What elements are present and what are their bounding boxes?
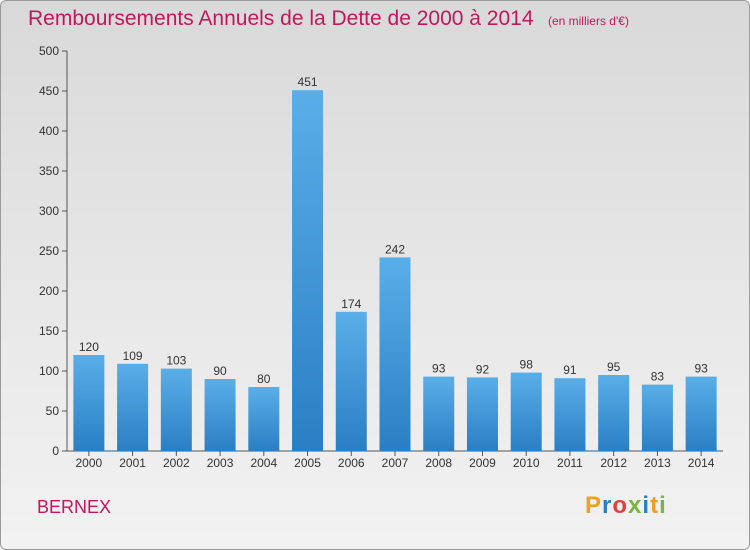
bar-2008: [423, 376, 455, 451]
x-tick-label-2009: 2009: [469, 456, 496, 470]
x-tick-label-2013: 2013: [644, 456, 671, 470]
data-label-2004: 80: [257, 372, 271, 386]
y-tick-label: 50: [46, 404, 60, 418]
chart-title: Remboursements Annuels de la Dette de 20…: [28, 7, 629, 31]
bar-2001: [117, 363, 149, 451]
x-tick-label-2002: 2002: [163, 456, 190, 470]
data-label-2000: 120: [79, 340, 99, 354]
x-tick-label-2003: 2003: [207, 456, 234, 470]
bar-2010: [510, 372, 542, 451]
data-label-2005: 451: [298, 75, 318, 89]
bar-2004: [248, 387, 280, 451]
x-tick-label-2014: 2014: [688, 456, 715, 470]
x-tick-label-2008: 2008: [425, 456, 452, 470]
data-label-2010: 98: [520, 358, 534, 372]
logo-letter: P: [585, 492, 603, 519]
y-tick-label: 100: [39, 364, 59, 378]
city-name: BERNEX: [37, 497, 112, 517]
chart-unit-label: (en milliers d'€): [547, 14, 629, 28]
bar-2012: [598, 375, 630, 451]
x-tick-label-2010: 2010: [513, 456, 540, 470]
y-tick-label: 500: [39, 44, 59, 58]
x-axis: 2000 2001 2002 2003 2004 2005 2006 2007 2008 2009…: [67, 450, 723, 470]
y-tick-label: 200: [39, 284, 59, 298]
y-tick-label: 450: [39, 84, 59, 98]
logo-letter: x: [628, 492, 643, 519]
y-tick-label: 250: [39, 244, 59, 258]
data-label-2013: 83: [651, 370, 665, 384]
data-label-2008: 93: [432, 362, 446, 376]
logo-letter: t: [650, 492, 660, 519]
data-label-2007: 242: [385, 242, 405, 256]
y-tick-label: 350: [39, 164, 59, 178]
y-tick-label: 150: [39, 324, 59, 338]
x-tick-label-2007: 2007: [382, 456, 409, 470]
data-label-2001: 109: [123, 349, 143, 363]
data-label-2002: 103: [166, 354, 186, 368]
x-tick-label-2011: 2011: [557, 456, 583, 470]
bar-2003: [204, 379, 236, 451]
x-tick-label-2001: 2001: [119, 456, 146, 470]
logo-letter: i: [642, 492, 651, 519]
data-label-2009: 92: [476, 362, 490, 376]
data-label-2006: 174: [341, 297, 361, 311]
bar-2006: [335, 311, 367, 451]
data-label-2003: 90: [213, 364, 227, 378]
bar-2014: [685, 376, 717, 451]
data-label-2012: 95: [607, 360, 621, 374]
logo-letter: o: [612, 492, 629, 519]
bar-2009: [466, 377, 498, 451]
logo-letter: i: [659, 492, 667, 519]
y-tick-label: 300: [39, 204, 59, 218]
data-label-2014: 93: [694, 362, 708, 376]
proxiti-logo[interactable]: Proxiti: [585, 492, 667, 520]
x-tick-label-2005: 2005: [294, 456, 321, 470]
x-tick-label-2000: 2000: [76, 456, 103, 470]
x-tick-label-2004: 2004: [250, 456, 277, 470]
data-label-2011: 91: [563, 363, 577, 377]
y-tick-label: 0: [52, 444, 59, 458]
bar-2007: [379, 257, 411, 451]
chart-title-text: Remboursements Annuels de la Dette de 20…: [28, 7, 534, 30]
logo-letter: r: [602, 492, 613, 519]
y-axis: 0 50 100 150 200 250 300 350 400 450 500: [39, 44, 68, 458]
bar-2011: [554, 378, 586, 451]
y-tick-label: 400: [39, 124, 59, 138]
bar-2000: [73, 355, 105, 451]
bar-2005: [292, 90, 324, 451]
x-tick-label-2012: 2012: [600, 456, 627, 470]
x-tick-label-2006: 2006: [338, 456, 365, 470]
bar-2013: [641, 384, 673, 451]
bar-2002: [160, 368, 192, 451]
bars: 120 109 103 90 80 451 174 242 93 92 98 91 95 83 93: [73, 75, 717, 451]
